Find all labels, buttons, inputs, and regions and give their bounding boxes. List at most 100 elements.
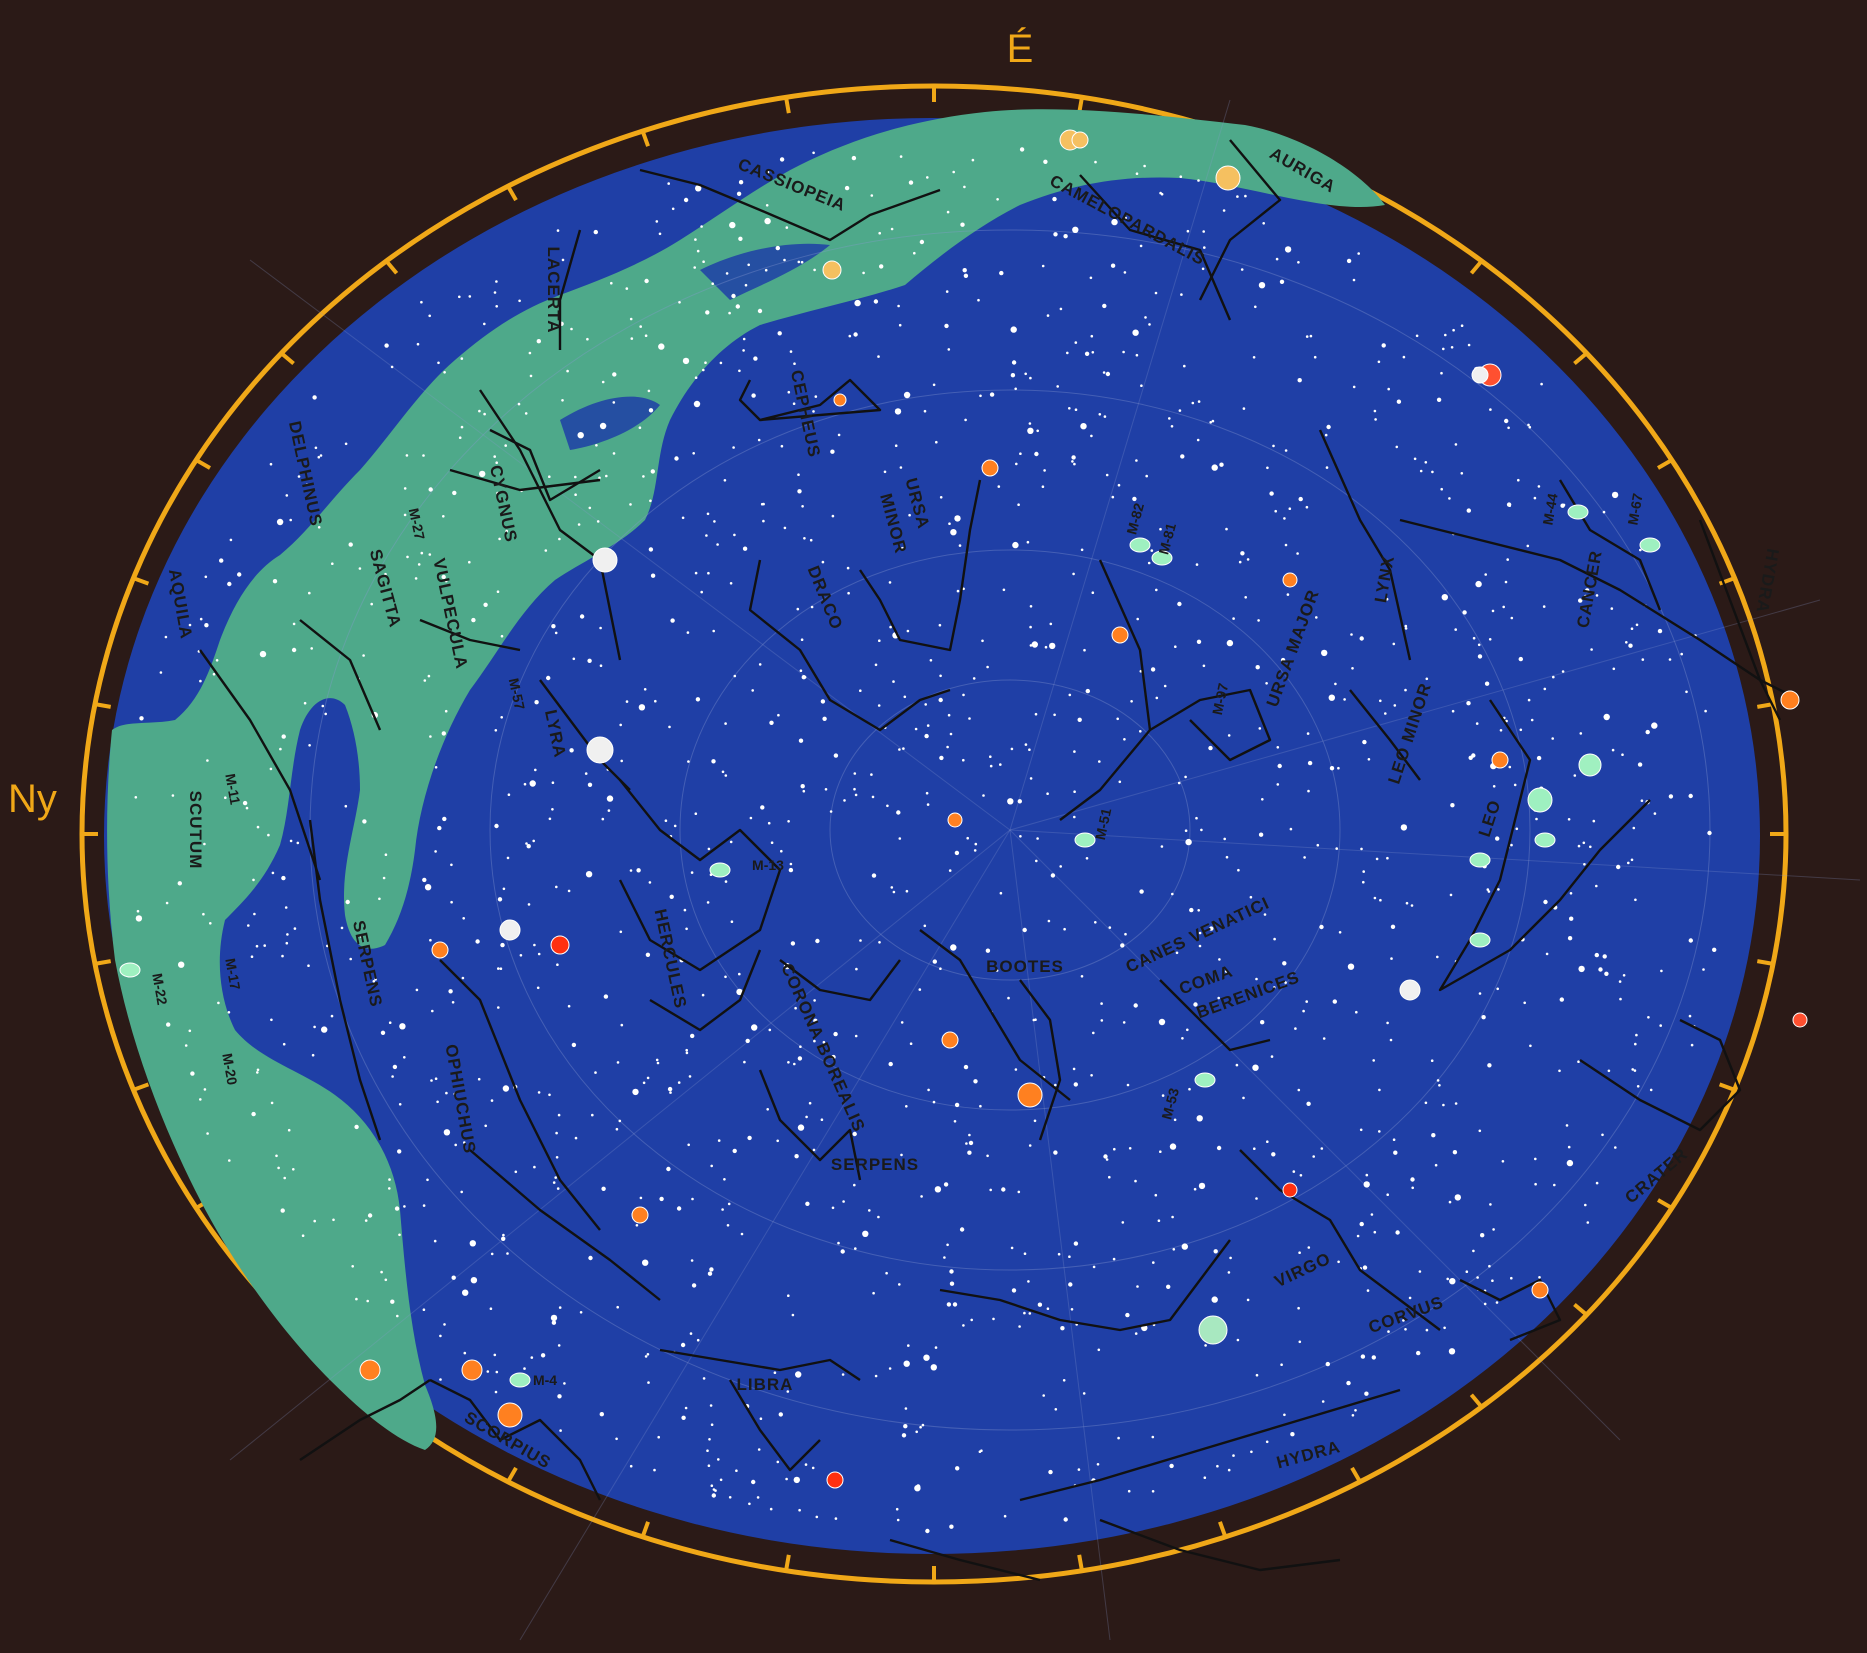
star [855,967,858,971]
star [469,1240,476,1247]
constellation-line [449,468,601,492]
star [797,1124,805,1131]
star [1260,1020,1265,1025]
star [1478,1129,1482,1133]
tick-mark [1656,458,1673,470]
star [1023,1252,1027,1255]
star [706,512,710,516]
star [1196,1115,1203,1122]
star [434,1077,438,1080]
star [719,1478,723,1482]
star [779,157,785,162]
star [981,639,984,643]
star [444,579,448,583]
hour-line [1009,829,1111,1641]
star [471,617,476,623]
star [690,1033,695,1039]
star [1362,870,1365,873]
star [1513,783,1517,787]
star [1552,675,1555,679]
messier-object [1469,852,1491,868]
star [727,1202,731,1206]
star [1047,919,1051,923]
star [567,1004,571,1008]
star [757,308,763,314]
star [900,1021,904,1024]
star [688,1075,692,1078]
star [949,1524,954,1529]
star [736,191,742,196]
star [751,1024,758,1031]
star [468,295,472,298]
star [495,461,499,465]
star [374,978,377,981]
star [319,454,323,457]
star [908,513,911,517]
star [847,591,850,595]
star [1136,617,1139,621]
star [1364,1183,1368,1186]
star [1390,924,1396,929]
star [517,402,521,406]
star [1634,1042,1637,1046]
star [721,770,725,774]
star [654,699,657,703]
star [673,824,677,828]
star [813,1039,816,1043]
star [805,1115,808,1119]
star [735,1469,738,1472]
bright-star [947,812,963,828]
star [1143,164,1146,168]
star [1196,639,1202,644]
star [1255,1373,1259,1377]
constellation-line [1099,1518,1341,1572]
star [605,474,608,478]
star [960,222,965,227]
star [870,194,874,197]
star [224,796,227,799]
star [775,245,780,251]
star [1425,1328,1429,1332]
star [1159,527,1162,531]
star [1468,755,1473,760]
star [1028,1312,1032,1315]
star [588,506,592,510]
star [293,927,297,930]
star [833,753,839,758]
star [1704,709,1707,713]
star [1535,817,1538,821]
star [390,365,394,369]
star [354,1124,359,1130]
star [1540,382,1543,386]
star [366,1299,370,1303]
bright-star [1017,1082,1043,1108]
star [1007,798,1014,805]
star [250,955,254,958]
star [448,989,453,994]
star [439,1334,442,1338]
star [1639,548,1642,552]
star [1213,1249,1218,1254]
star [946,745,949,749]
star [926,176,929,179]
star [659,1196,664,1202]
star [877,355,880,358]
star [649,499,652,503]
bright-star [592,547,618,573]
star [1227,1271,1231,1274]
star [1702,968,1705,971]
constellation-line [1579,1018,1742,1132]
star [822,1040,826,1044]
star [1507,426,1510,430]
star [919,239,925,245]
star [926,803,930,806]
star [1565,1124,1569,1127]
star [1680,652,1683,656]
bright-star [822,260,842,280]
star [885,1271,888,1275]
star [443,1129,451,1136]
star [1362,739,1367,745]
star [1003,1514,1007,1518]
star [1484,573,1487,576]
star [206,759,209,762]
